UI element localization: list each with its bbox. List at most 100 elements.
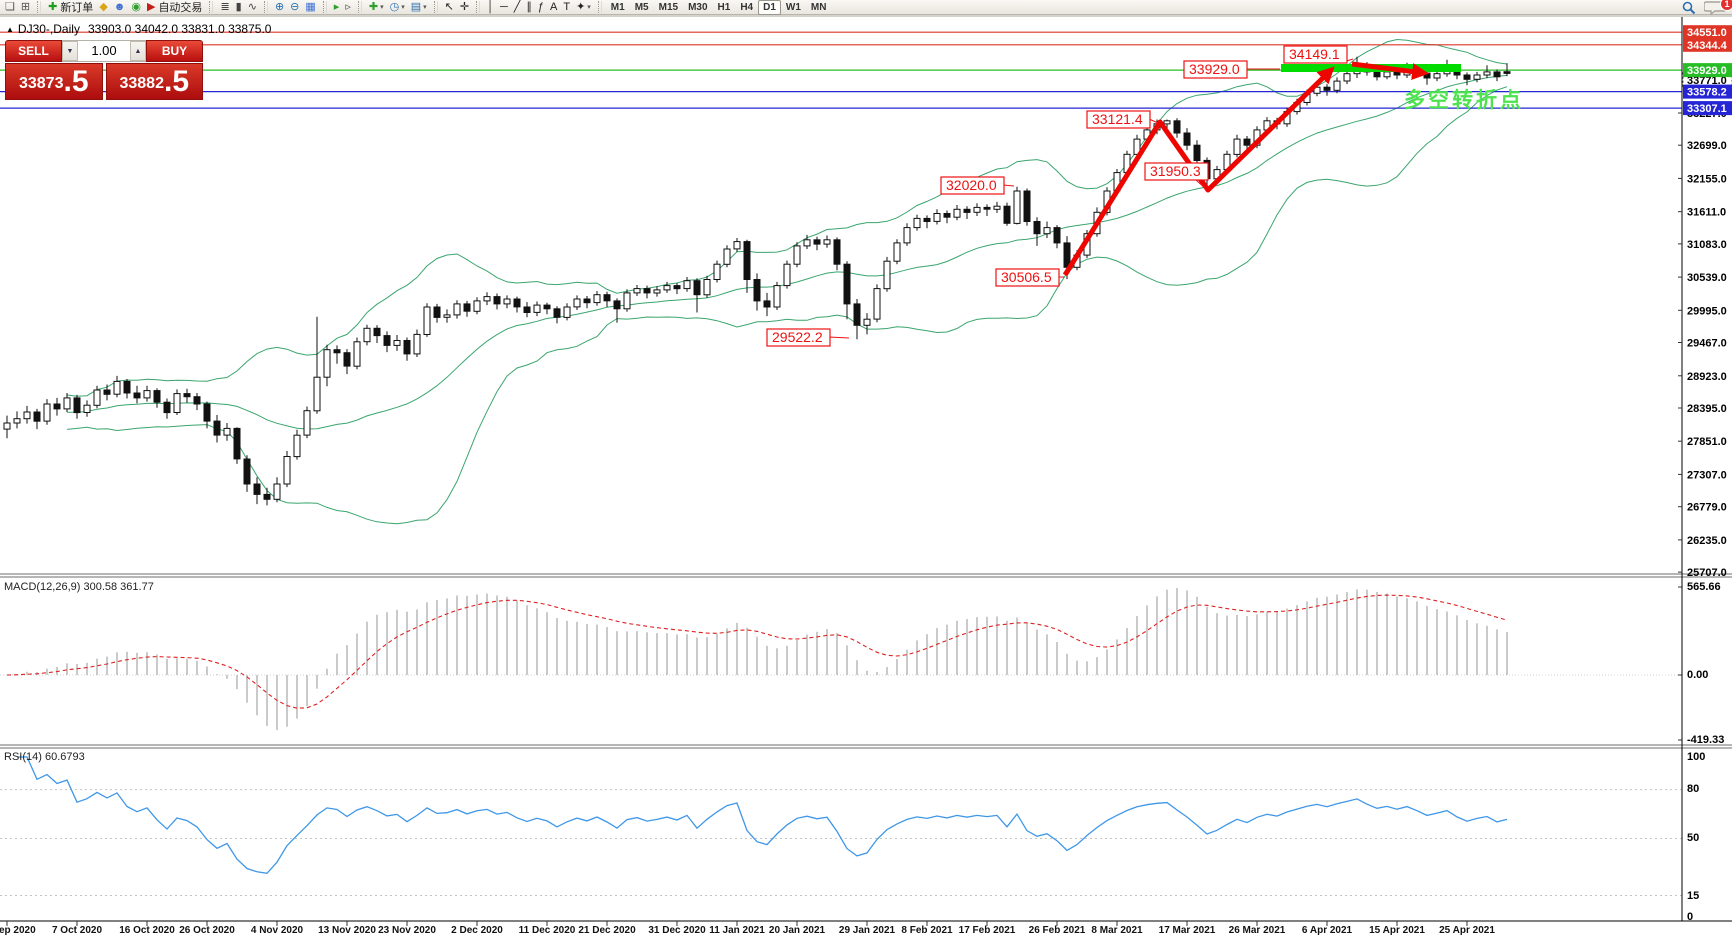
one-click-trading-panel: SELL ▼ 1.00 ▲ BUY 33873.5 33882.5 <box>5 40 203 100</box>
price-tick-label: 28923.0 <box>1687 371 1727 383</box>
price-annotation-text: 33121.4 <box>1092 111 1143 127</box>
date-tick-label: 7 Oct 2020 <box>52 925 102 936</box>
buy-price-tile[interactable]: 33882.5 <box>105 63 203 100</box>
data-window-button[interactable]: ⊞ <box>18 1 33 14</box>
trendline-button[interactable]: ╱ <box>511 1 524 14</box>
auto-scroll-button[interactable]: ▸ <box>331 1 343 14</box>
rsi-pane: 100 80 50 15 0 RSI(14) 60.6793 <box>0 751 1705 923</box>
arrows-button[interactable]: ✦ ▾ <box>573 1 594 14</box>
price-annotation-box <box>940 176 1005 195</box>
indicators-dropdown-icon: ▾ <box>423 4 427 11</box>
new-chart-button[interactable]: ✚ ▾ <box>366 1 387 14</box>
candle-body <box>543 304 551 310</box>
vertical-line-button[interactable]: │ <box>484 1 497 14</box>
collapse-icon[interactable]: ▲ <box>6 25 14 34</box>
price-annotation-text: 33929.0 <box>1189 61 1240 77</box>
timeframe-w1-button[interactable]: W1 <box>785 1 801 13</box>
price-annotation-text: 34149.1 <box>1289 46 1340 62</box>
candle-body <box>1373 71 1381 78</box>
price-tick-label: 27851.0 <box>1687 436 1727 448</box>
timeframe-m5-button[interactable]: M5 <box>634 1 649 13</box>
bollinger-lower <box>66 86 1508 525</box>
candle-body <box>793 245 801 265</box>
candle-body <box>103 389 111 395</box>
price-annotation-box <box>1183 60 1248 79</box>
candle-body <box>763 300 771 308</box>
price-tick-label: 31611.0 <box>1687 207 1726 219</box>
trendline-icon: ╱ <box>513 0 521 13</box>
buy-button[interactable]: BUY <box>146 40 203 62</box>
candle-body <box>1433 73 1441 79</box>
bar-chart-type-button[interactable]: ≣ <box>217 1 232 14</box>
candlestick-type-icon: ▮ <box>235 0 242 13</box>
timeframe-m15-button[interactable]: M15 <box>658 1 679 13</box>
text-button[interactable]: A <box>547 1 560 14</box>
timeframe-d1-button[interactable]: D1 <box>758 0 781 15</box>
sell-price-tile[interactable]: 33873.5 <box>5 63 103 100</box>
candle-body <box>263 493 271 500</box>
horizontal-line-button[interactable]: ─ <box>497 1 511 14</box>
crosshair-button[interactable]: ✛ <box>457 1 472 14</box>
volume-input[interactable]: 1.00 <box>91 43 117 58</box>
cursor-button[interactable]: ↖ <box>442 1 457 14</box>
timeframe-m1-button[interactable]: M1 <box>610 1 625 13</box>
candle-body <box>23 411 31 420</box>
search-icon[interactable] <box>1682 1 1696 15</box>
volume-increase-button[interactable]: ▲ <box>130 41 146 61</box>
date-tick-label: 26 Mar 2021 <box>1229 925 1286 936</box>
fibonacci-icon: ƒ <box>537 0 544 13</box>
candle-body <box>1173 120 1181 134</box>
date-tick-label: 26 Feb 2021 <box>1029 925 1086 936</box>
equidistant-channel-icon: ∥ <box>526 0 532 13</box>
zoom-out-button[interactable]: ⊖ <box>287 1 302 14</box>
continuation-arrow <box>1351 61 1430 80</box>
tile-windows-button[interactable]: ▦ <box>302 1 318 14</box>
auto-scroll-icon: ▸ <box>333 0 340 13</box>
autotrading-label: 自动交易 <box>158 2 203 14</box>
candle-body <box>413 333 421 355</box>
date-tick-label: 15 Apr 2021 <box>1369 925 1425 936</box>
level-price-label: 33307.1 <box>1687 103 1727 115</box>
candle-body <box>1483 71 1491 76</box>
sell-price-int: 33873 <box>18 75 64 92</box>
autotrading-button[interactable]: ▶ 自动交易 <box>144 1 205 15</box>
date-tick-label: 23 Nov 2020 <box>378 925 436 936</box>
candle-body <box>383 335 391 346</box>
candle-body <box>673 285 681 290</box>
market-button[interactable]: ◆ <box>96 1 110 14</box>
new-order-icon: ✚ <box>48 0 58 13</box>
periods-button[interactable]: ◷ ▾ <box>387 1 408 14</box>
candlestick-type-button[interactable]: ▮ <box>233 1 245 14</box>
tile-windows-icon: ▦ <box>305 0 316 13</box>
sell-button[interactable]: SELL <box>5 40 62 62</box>
charts-window-button[interactable]: ❏ <box>2 1 18 14</box>
new-order-button[interactable]: ✚ 新订单 <box>45 0 96 15</box>
candle-body <box>1063 242 1071 268</box>
toolbar-separator <box>37 1 42 13</box>
rsi-axis-label: 100 <box>1687 751 1705 763</box>
macd-axis-label: 565.66 <box>1687 581 1721 593</box>
signals-button[interactable]: ◉ <box>128 1 144 14</box>
timeframe-h4-button[interactable]: H4 <box>740 1 754 13</box>
equidistant-channel-button[interactable]: ∥ <box>523 1 535 14</box>
timeframe-mn-button[interactable]: MN <box>810 1 827 13</box>
timeframe-h1-button[interactable]: H1 <box>717 1 731 13</box>
trend-zigzag-arrow <box>1062 66 1335 277</box>
fibonacci-button[interactable]: ƒ <box>535 1 547 14</box>
indicators-button[interactable]: ▤ ▾ <box>408 1 430 14</box>
candle-body <box>203 403 211 422</box>
volume-decrease-button[interactable]: ▼ <box>62 41 78 61</box>
candle-body <box>833 239 841 265</box>
chart-shift-button[interactable]: ▹ <box>342 1 354 14</box>
line-chart-type-button[interactable]: ∿ <box>245 1 260 14</box>
notifications-icon[interactable]: 1 <box>1703 0 1732 15</box>
candle-body <box>733 241 741 250</box>
candle-body <box>623 292 631 310</box>
community-button[interactable]: ☻ <box>111 1 129 14</box>
text-label-button[interactable]: T <box>560 1 573 14</box>
candle-body <box>843 263 851 305</box>
candle-body <box>173 393 181 414</box>
timeframe-m30-button[interactable]: M30 <box>688 1 708 13</box>
zoom-in-button[interactable]: ⊕ <box>272 1 287 14</box>
